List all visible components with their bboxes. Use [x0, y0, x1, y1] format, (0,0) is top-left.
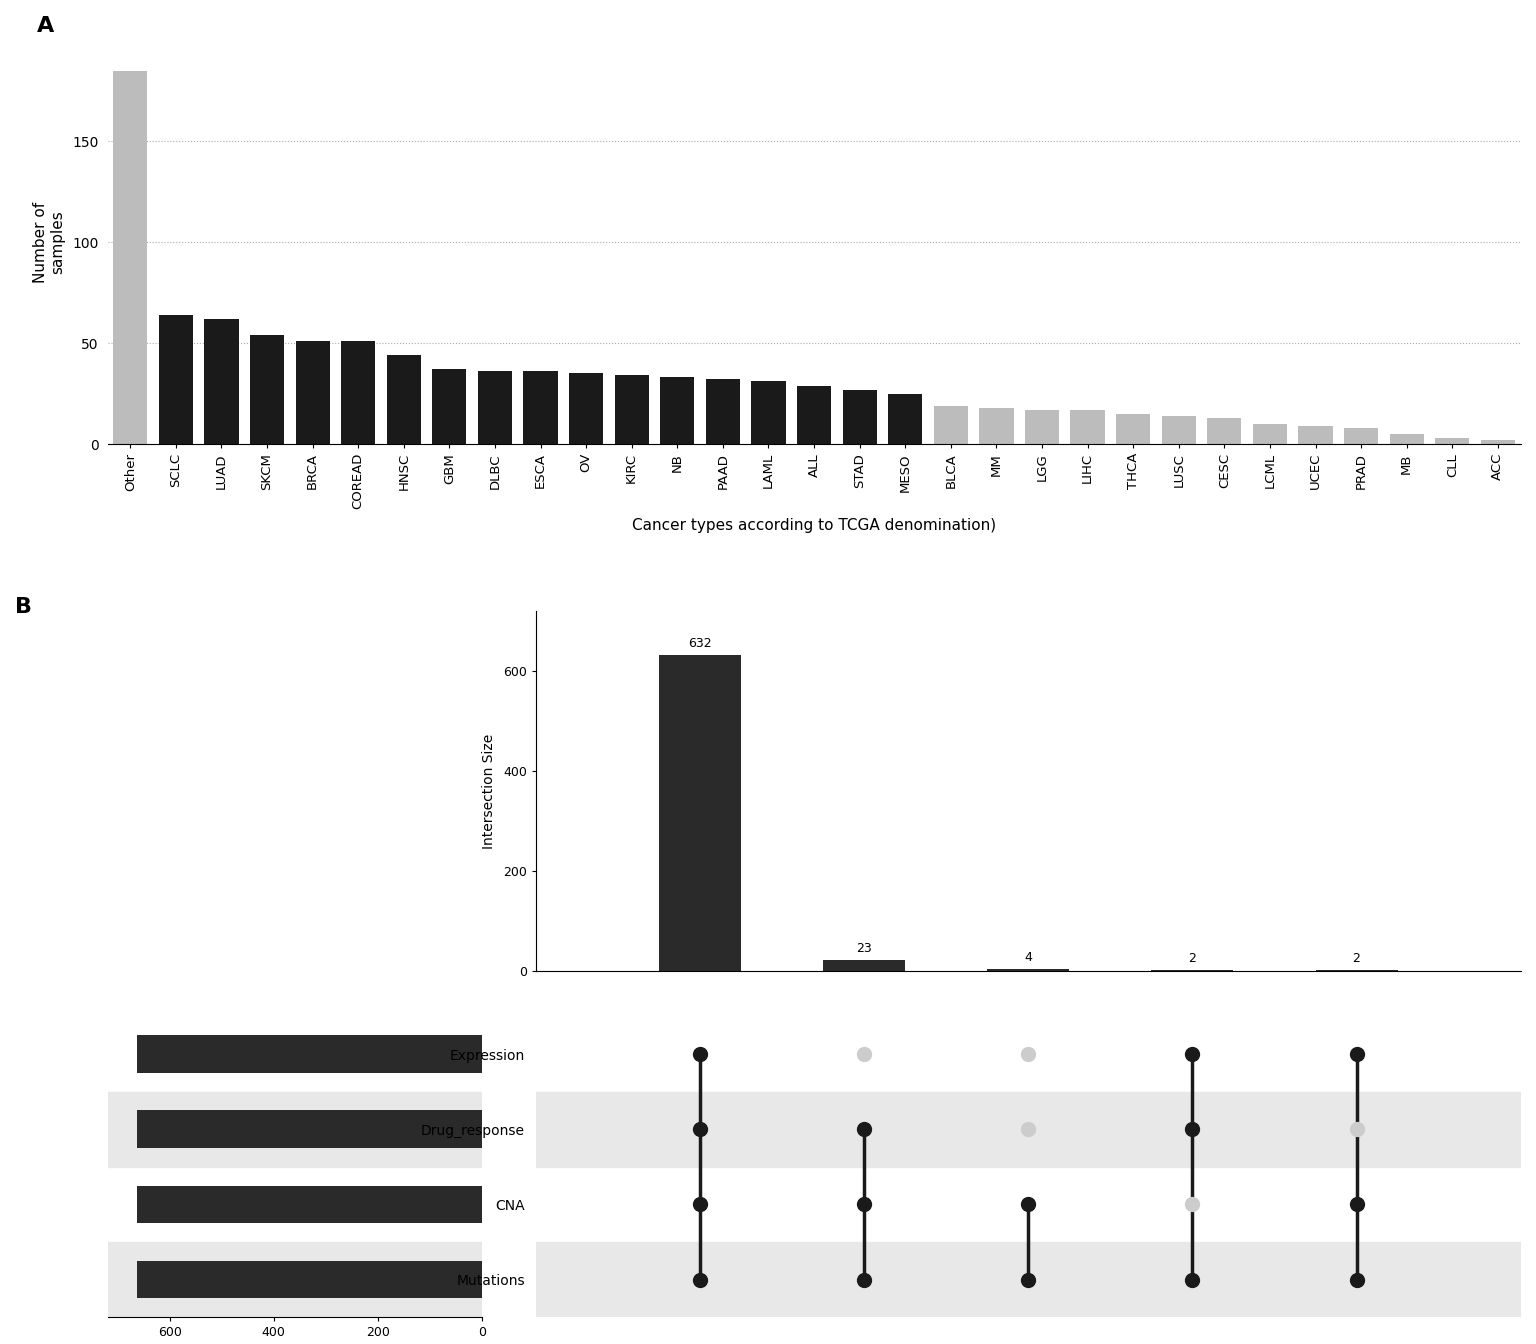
Bar — [659, 655, 742, 972]
Bar — [341, 341, 375, 444]
Bar — [432, 370, 467, 444]
Bar — [137, 1185, 482, 1223]
Bar — [1117, 414, 1150, 444]
Y-axis label: Intersection Size: Intersection Size — [482, 734, 496, 848]
Bar — [536, 1242, 1521, 1317]
Text: 4: 4 — [1025, 952, 1032, 965]
Text: B: B — [15, 597, 32, 617]
Bar — [888, 394, 922, 444]
Text: 2: 2 — [1189, 953, 1197, 965]
Bar — [137, 1110, 482, 1148]
Bar — [1207, 418, 1241, 444]
Bar — [1435, 438, 1470, 444]
Bar — [478, 371, 511, 444]
Bar — [1344, 427, 1378, 444]
Text: 632: 632 — [688, 637, 713, 649]
Bar — [108, 1242, 482, 1317]
Bar — [934, 406, 968, 444]
Bar — [614, 375, 648, 444]
Bar — [204, 319, 238, 444]
Bar — [1298, 426, 1333, 444]
Bar — [751, 382, 785, 444]
Bar — [158, 314, 194, 444]
Bar — [536, 1091, 1521, 1167]
Bar — [1025, 410, 1060, 444]
Bar — [1390, 434, 1424, 444]
Bar — [524, 371, 558, 444]
Bar — [843, 390, 877, 444]
Bar — [1161, 415, 1197, 444]
Bar — [707, 379, 740, 444]
Bar — [1071, 410, 1104, 444]
Y-axis label: Number of
samples: Number of samples — [32, 202, 65, 282]
Text: 2: 2 — [1353, 953, 1361, 965]
Bar — [1481, 439, 1514, 444]
Text: A: A — [37, 16, 54, 36]
Bar — [823, 960, 905, 972]
Bar — [797, 386, 831, 444]
Text: 23: 23 — [857, 942, 872, 954]
Bar — [387, 355, 421, 444]
Bar — [568, 374, 604, 444]
Bar — [137, 1261, 482, 1298]
Bar — [250, 335, 284, 444]
Bar — [114, 71, 147, 444]
Bar — [137, 1035, 482, 1073]
Bar — [980, 407, 1014, 444]
Bar — [988, 969, 1069, 972]
X-axis label: Cancer types according to TCGA denomination): Cancer types according to TCGA denominat… — [631, 517, 997, 532]
Bar — [108, 1091, 482, 1167]
Bar — [295, 341, 330, 444]
Bar — [1253, 423, 1287, 444]
Bar — [660, 378, 694, 444]
